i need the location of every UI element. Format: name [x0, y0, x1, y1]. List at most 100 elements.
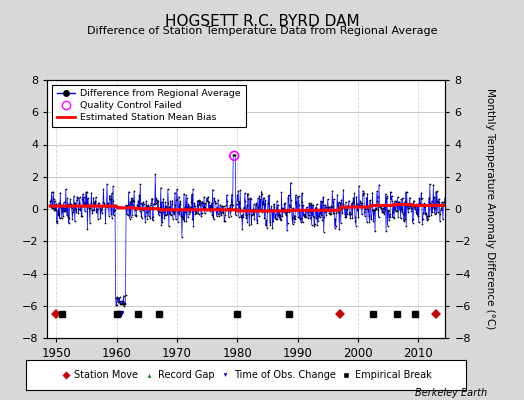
Point [190, 200, 199, 206]
Point [341, 211, 349, 217]
Point [201, 207, 210, 213]
Point [410, 206, 419, 212]
Point [266, 219, 274, 225]
Point [405, 201, 413, 207]
Point [252, 202, 260, 208]
Point [56, 190, 64, 196]
Point [343, 211, 352, 217]
Point [302, 214, 310, 220]
Point [65, 214, 73, 221]
Point [312, 215, 320, 221]
Point [184, 201, 193, 207]
Point [397, 215, 405, 222]
Point [226, 202, 234, 208]
Point [134, 202, 142, 209]
Point [219, 210, 227, 216]
Point [346, 215, 355, 222]
Point [193, 210, 201, 217]
Point [154, 208, 162, 214]
Point [423, 216, 432, 222]
Point [255, 193, 264, 199]
Point [223, 206, 232, 213]
Point [388, 198, 396, 204]
Point [128, 196, 137, 203]
Point [318, 217, 326, 223]
Point [169, 208, 178, 214]
Point [55, 211, 63, 217]
Point [158, 219, 167, 226]
Point [99, 199, 107, 205]
Point [108, 197, 117, 204]
Point [196, 200, 205, 206]
Point [391, 208, 400, 214]
Point [168, 200, 176, 207]
Point [351, 218, 359, 224]
Point [441, 195, 449, 201]
Point [58, 215, 66, 222]
Point [136, 181, 145, 187]
Point [74, 205, 83, 212]
Point [444, 202, 452, 209]
Point [85, 205, 93, 212]
Point [150, 200, 158, 207]
Point [232, 212, 240, 218]
Point [152, 195, 160, 201]
Point [234, 198, 242, 204]
Point [172, 216, 180, 222]
Point [127, 195, 136, 201]
Point [190, 206, 198, 213]
Point [389, 209, 397, 215]
Point [335, 199, 343, 206]
Point [259, 201, 268, 207]
Point [72, 206, 80, 212]
Point [340, 205, 348, 211]
Point [148, 195, 156, 202]
Point [290, 219, 298, 226]
Point [291, 216, 299, 222]
Point [216, 201, 224, 208]
Point [206, 206, 215, 212]
Point [370, 207, 379, 213]
Point [86, 204, 95, 211]
Point [367, 216, 376, 222]
Point [225, 208, 234, 214]
Point [91, 198, 99, 204]
Point [282, 209, 291, 216]
Point [345, 198, 353, 204]
Point [203, 198, 211, 204]
Point [209, 214, 217, 220]
Point [387, 196, 395, 202]
Point [176, 201, 184, 208]
Point [344, 202, 352, 209]
Point [189, 186, 197, 192]
Point [178, 234, 186, 240]
Point [442, 200, 450, 206]
Point [175, 211, 183, 218]
Point [211, 198, 219, 204]
Point [224, 205, 232, 212]
Point [354, 204, 362, 210]
Point [202, 195, 211, 202]
Point [245, 222, 254, 228]
Point [130, 207, 139, 214]
Point [188, 216, 196, 222]
Point [241, 198, 249, 204]
Point [338, 210, 346, 217]
Point [381, 191, 390, 197]
Point [191, 210, 200, 217]
Point [47, 204, 55, 210]
Point [160, 204, 168, 211]
Point [308, 222, 316, 228]
Point [369, 218, 378, 224]
Point [194, 211, 203, 218]
Point [63, 214, 72, 220]
Point [359, 188, 367, 194]
Point [264, 200, 272, 207]
Point [233, 192, 242, 198]
Point [375, 204, 384, 210]
Point [204, 194, 212, 200]
Point [161, 212, 170, 218]
Point [269, 218, 278, 224]
Point [226, 212, 235, 219]
Point [165, 203, 173, 210]
